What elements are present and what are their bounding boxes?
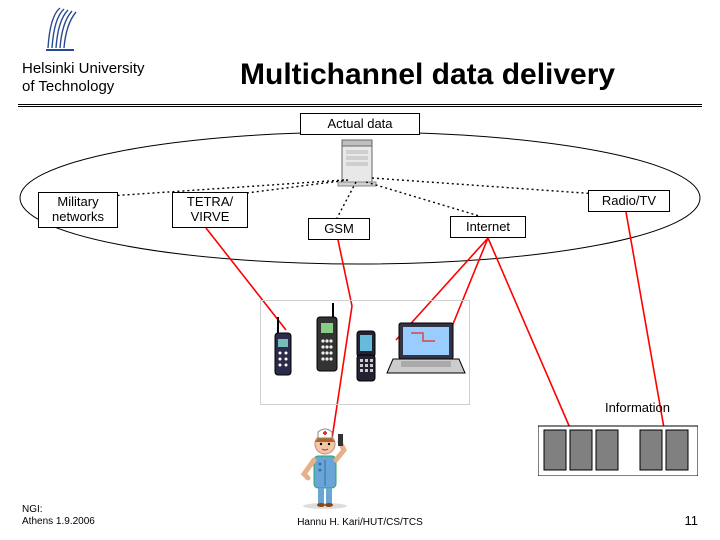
node-radio: Radio/TV	[588, 190, 670, 212]
page-title: Multichannel data delivery	[240, 58, 615, 92]
footer-left-line1: NGI:	[22, 504, 95, 516]
header-rule	[18, 104, 702, 107]
node-gsm: GSM	[308, 218, 370, 240]
institution-line2: of Technology	[22, 78, 145, 96]
actual-data-label: Actual data	[300, 113, 420, 135]
node-internet: Internet	[450, 216, 526, 238]
institution-name: Helsinki University of Technology	[22, 60, 145, 96]
page-number: 11	[685, 513, 699, 528]
person-icon	[290, 420, 360, 515]
server-icon	[332, 136, 388, 195]
node-tetra: TETRA/ VIRVE	[172, 192, 248, 228]
institution-line1: Helsinki University	[22, 60, 145, 78]
information-bars	[538, 422, 698, 481]
institution-logo	[44, 6, 84, 57]
information-label: Information	[605, 400, 670, 415]
node-military: Military networks	[38, 192, 118, 228]
footer-center: Hannu H. Kari/HUT/CS/TCS	[0, 517, 720, 528]
devices-group	[260, 300, 470, 405]
